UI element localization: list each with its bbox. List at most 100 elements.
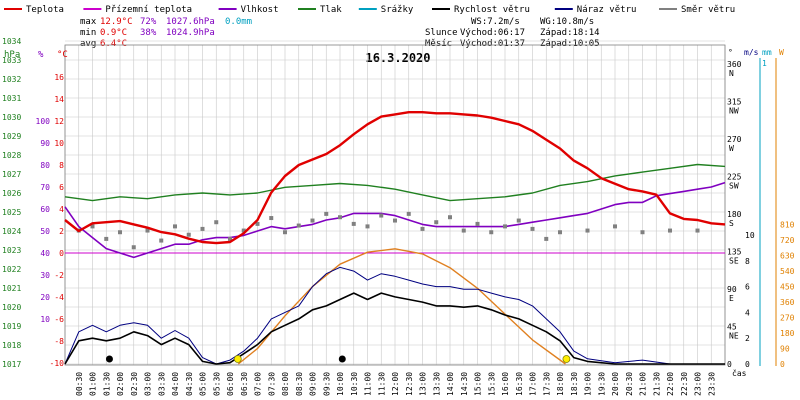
x-tick-30: 15:30 [487,372,496,396]
x-tick-5: 03:00 [144,372,153,396]
wm2-tick-720: 720 [780,236,795,245]
stats-ws: WS:7.2m/s [471,17,520,27]
wind-dir-point-9 [200,226,205,231]
x-tick-25: 13:00 [419,372,428,396]
wind-dir-point-12 [241,228,246,233]
x-tick-27: 14:00 [446,372,455,396]
pct-tick-100: 100 [36,117,51,126]
deg-tick-225: 225 [727,172,742,181]
pct-tick-30: 30 [40,271,50,280]
wind-dir-point-21 [365,224,370,229]
ms-tick-2: 2 [745,334,750,343]
x-tick-28: 14:30 [460,372,469,396]
x-tick-24: 12:30 [405,372,414,396]
hpa-tick-1028: 1028 [2,151,21,160]
wm2-tick-540: 540 [780,267,795,276]
wind-dir-point-39 [668,228,672,233]
wind-dir-point-22 [379,213,384,218]
x-tick-32: 16:30 [515,372,524,396]
x-tick-45: 23:00 [694,372,703,396]
temp-tick-12: 12 [54,117,64,126]
wind-dir-point-18 [324,211,329,216]
ms-tick-0: 0 [745,360,750,369]
hpa-tick-1023: 1023 [2,246,21,255]
x-tick-12: 06:30 [240,372,249,396]
deg-dir-SW: SW [729,181,739,190]
x-tick-29: 15:00 [474,372,483,396]
x-tick-6: 03:30 [157,372,166,396]
ms-tick-10: 10 [745,231,755,240]
wind-dir-point-35 [558,230,562,235]
x-tick-23: 12:00 [391,372,400,396]
legend-label-3: Tlak [320,5,342,15]
stats-moon-label: Měsíc [425,39,452,49]
pct-tick-90: 90 [40,139,50,148]
x-tick-9: 05:00 [199,372,208,396]
x-tick-22: 11:30 [377,372,386,396]
deg-dir-S: S [729,219,734,228]
axis-hpa-unit: hPa [4,50,20,60]
wind-dir-point-8 [186,232,191,237]
stats-moon-set: Západ:10:05 [540,39,600,49]
wind-dir-point-33 [530,226,535,231]
hpa-tick-1022: 1022 [2,265,21,274]
wind-dir-point-19 [338,215,342,220]
deg-tick-45: 45 [727,322,737,331]
temp-tick--8: -8 [54,337,64,346]
chart-title: 16.3.2020 [365,51,430,65]
deg-tick-135: 135 [727,247,742,256]
stats-temp-min: 0.9°C [100,28,127,38]
wind-dir-point-23 [393,218,397,223]
temp-tick-14: 14 [54,95,64,104]
x-tick-2: 01:30 [102,372,111,396]
sunset-marker [562,355,571,363]
x-tick-3: 02:00 [116,372,125,396]
series-wind-speed [64,292,725,365]
ms-tick-8: 8 [745,257,750,266]
x-tick-4: 02:30 [130,372,139,396]
wind-dir-point-6 [159,238,164,243]
hpa-tick-1025: 1025 [2,208,21,217]
wind-dir-point-2 [104,236,109,241]
stats-label-max: max [80,17,97,27]
hpa-tick-1033: 1033 [2,56,21,65]
temp-tick--10: -10 [50,359,65,368]
stats-block: max 12.9°C 72% 1027.6hPa 0.0mm min 0.9°C 38% 102… [80,17,600,49]
x-tick-43: 22:00 [666,372,675,396]
axis-pct-unit: % [38,50,44,60]
wm2-tick-360: 360 [780,298,795,307]
hpa-tick-1021: 1021 [2,284,21,293]
x-tick-38: 19:30 [597,372,606,396]
hpa-tick-1017: 1017 [2,360,21,369]
pct-tick-50: 50 [40,227,50,236]
axis-wm2-unit: W [779,48,784,57]
x-tick-42: 21:30 [652,372,661,396]
wind-dir-point-11 [228,236,232,241]
series-pressure [64,163,726,202]
wind-dir-point-16 [296,223,301,228]
x-tick-13: 07:00 [254,372,263,396]
hpa-tick-1032: 1032 [2,75,21,84]
wind-dir-point-13 [255,221,260,226]
temp-tick--4: -4 [54,293,64,302]
deg-tick-90: 90 [727,285,737,294]
ms-tick-6: 6 [745,283,750,292]
wind-dir-point-28 [461,228,466,233]
deg-dir-NE: NE [729,331,739,340]
wind-dir-point-40 [695,228,700,233]
x-tick-36: 18:30 [570,372,579,396]
series-temperature [64,111,726,245]
x-tick-17: 09:00 [309,372,318,396]
axis-temp-unit: °C [57,50,68,60]
wind-dir-point-15 [283,230,287,235]
x-tick-33: 17:00 [529,372,538,396]
wm2-tick-450: 450 [780,283,795,292]
pct-tick-10: 10 [40,315,50,324]
x-tick-8: 04:30 [185,372,194,396]
pct-tick-70: 70 [40,183,50,192]
x-tick-11: 06:00 [226,372,235,396]
pct-tick-60: 60 [40,205,50,214]
wind-dir-point-31 [503,224,507,229]
stats-temp-avg: 6.4°C [100,39,127,49]
deg-dir-N: N [729,69,734,78]
